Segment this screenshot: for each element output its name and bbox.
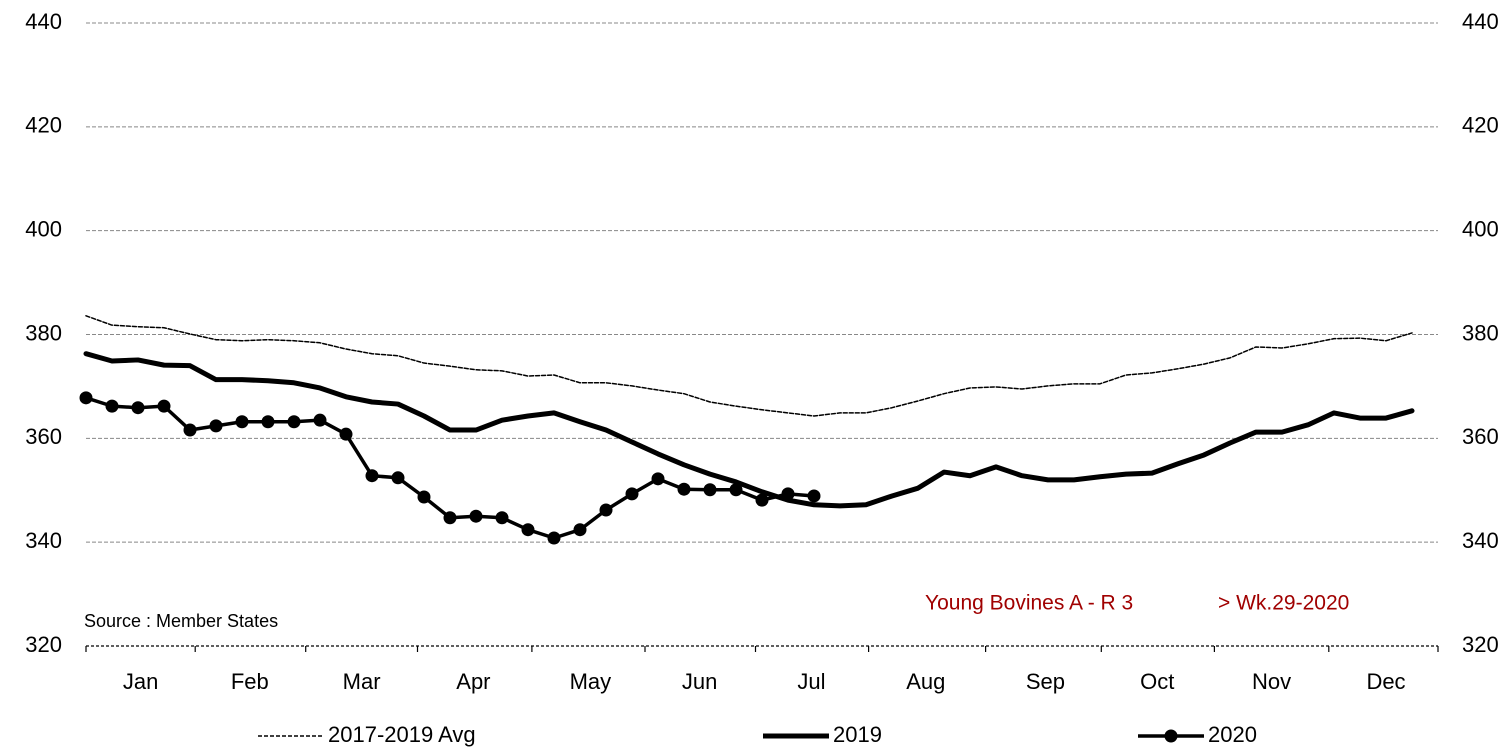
source-note: Source : Member States <box>84 611 278 631</box>
data-point <box>469 509 483 523</box>
legend-label: 2019 <box>833 722 882 747</box>
data-point <box>261 415 275 429</box>
data-point <box>807 489 821 503</box>
data-point <box>105 399 119 413</box>
data-point <box>625 487 639 501</box>
data-point <box>157 399 171 413</box>
data-point <box>183 423 197 437</box>
y-tick-label: 320 <box>25 632 62 657</box>
data-point <box>313 413 327 427</box>
data-point <box>79 391 93 405</box>
data-point <box>651 472 665 486</box>
x-tick-label: Sep <box>1026 669 1065 694</box>
data-point <box>755 493 769 507</box>
y2-tick-label: 400 <box>1462 216 1499 241</box>
data-point <box>391 471 405 485</box>
data-point <box>573 523 587 537</box>
y-tick-label: 380 <box>25 320 62 345</box>
data-point <box>365 469 379 483</box>
x-tick-label: Dec <box>1366 669 1405 694</box>
data-point <box>781 487 795 501</box>
x-tick-label: Aug <box>906 669 945 694</box>
data-point <box>521 523 535 537</box>
x-tick-label: Jun <box>682 669 717 694</box>
x-tick-label: Mar <box>343 669 381 694</box>
x-tick-label: Feb <box>231 669 269 694</box>
y-tick-label: 420 <box>25 113 62 138</box>
series-line <box>83 351 1415 509</box>
y-tick-label: 340 <box>25 528 62 553</box>
data-point <box>495 511 509 525</box>
data-point <box>677 482 691 496</box>
data-point <box>417 490 431 504</box>
y2-tick-label: 440 <box>1462 9 1499 34</box>
y2-tick-label: 380 <box>1462 320 1499 345</box>
x-tick-label: Apr <box>456 669 490 694</box>
y2-tick-label: 420 <box>1462 113 1499 138</box>
data-point <box>209 419 223 433</box>
x-tick-label: May <box>570 669 612 694</box>
data-point <box>339 427 353 441</box>
legend-label: 2020 <box>1208 722 1257 747</box>
y-tick-label: 400 <box>25 216 62 241</box>
y2-tick-label: 360 <box>1462 424 1499 449</box>
x-tick-label: Jan <box>123 669 158 694</box>
series-line <box>85 315 1413 417</box>
legend-label: 2017-2019 Avg <box>328 722 476 747</box>
annotation-week: > Wk.29-2020 <box>1218 592 1349 615</box>
data-point <box>547 531 561 545</box>
data-point <box>287 415 301 429</box>
y-tick-label: 440 <box>25 9 62 34</box>
data-point <box>703 483 717 497</box>
y2-tick-label: 340 <box>1462 528 1499 553</box>
x-tick-label: Jul <box>797 669 825 694</box>
x-tick-label: Nov <box>1252 669 1291 694</box>
x-tick-label: Oct <box>1140 669 1174 694</box>
data-point <box>599 503 613 517</box>
data-point <box>729 483 743 497</box>
legend-marker <box>1164 729 1178 743</box>
data-point <box>235 415 249 429</box>
annotation: Young Bovines A - R 3 <box>925 592 1133 615</box>
y-tick-label: 360 <box>25 424 62 449</box>
data-point <box>443 511 457 525</box>
y2-tick-label: 320 <box>1462 632 1499 657</box>
data-point <box>131 401 145 415</box>
